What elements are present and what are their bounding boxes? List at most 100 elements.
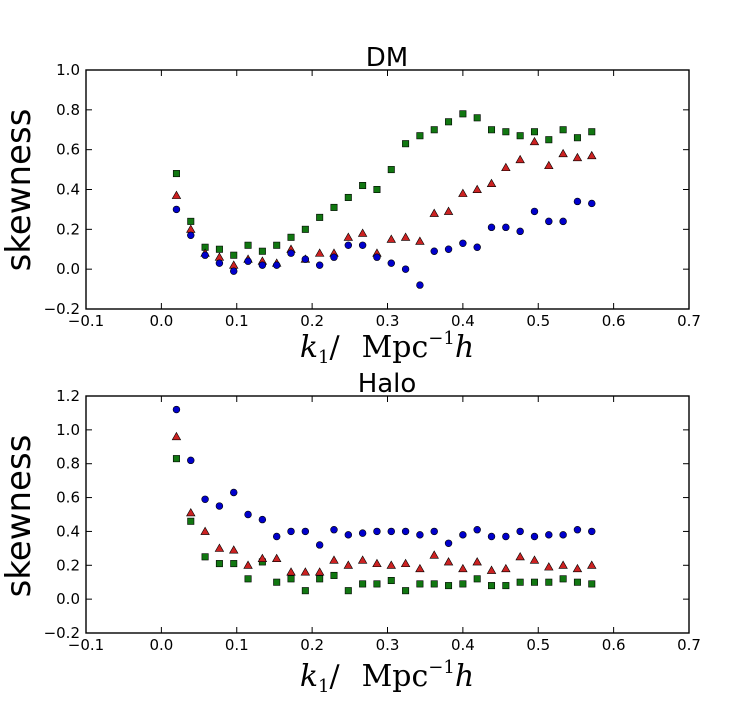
data-point-square — [573, 578, 581, 586]
data-point-triangle — [486, 565, 497, 574]
y-tick-label: 0.8 — [56, 455, 80, 473]
data-point-triangle — [415, 236, 425, 245]
data-point-triangle — [472, 557, 482, 566]
panel-halo-xlabel: k1/ Mpc−1h — [300, 657, 474, 697]
data-point-triangle — [329, 555, 339, 564]
data-point-square — [530, 128, 538, 136]
data-point-triangle — [171, 190, 182, 199]
data-point-triangle — [515, 552, 525, 561]
data-point-square — [473, 114, 481, 122]
panel-halo-title: Halo — [358, 369, 417, 399]
data-point-triangle — [501, 162, 511, 172]
data-point-square — [344, 193, 352, 201]
panel-halo-axes: −0.1 0.0 0.1 0.2 0.3 0.4 0.5 0.6 0.7 −0.2 0.0 0.2 0.… — [44, 387, 701, 654]
data-point-circle — [530, 532, 539, 541]
x-tick-label: −0.1 — [68, 636, 104, 654]
data-point-square — [502, 582, 510, 590]
data-point-square — [230, 560, 238, 568]
data-point-triangle — [572, 563, 583, 573]
data-point-square — [516, 132, 524, 140]
xlabel-exp: −1 — [428, 328, 455, 349]
data-point-circle — [172, 205, 181, 214]
x-tick-label: 0.6 — [602, 636, 626, 654]
data-point-circle — [344, 241, 353, 249]
data-point-circle — [287, 527, 295, 536]
data-point-circle — [301, 527, 310, 536]
data-point-circle — [230, 488, 238, 497]
data-point-triangle — [357, 555, 368, 564]
data-point-circle — [172, 405, 181, 414]
data-point-triangle — [529, 136, 540, 146]
data-point-square — [187, 217, 195, 225]
xlabel-unit: Mpc — [362, 330, 429, 365]
data-point-triangle — [472, 184, 482, 193]
data-point-triangle — [572, 152, 583, 162]
data-point-circle — [215, 259, 224, 267]
data-point-square — [430, 126, 438, 134]
panel-dm-title: DM — [366, 43, 408, 73]
data-point-circle — [387, 527, 395, 536]
data-point-circle — [588, 199, 596, 208]
y-tick-label: 0.0 — [56, 260, 80, 278]
data-point-square — [473, 575, 481, 583]
data-point-triangle — [286, 567, 296, 576]
data-point-circle — [588, 527, 596, 536]
data-point-triangle — [415, 563, 425, 573]
xlabel-var: k — [300, 330, 318, 365]
data-point-square — [530, 578, 538, 586]
data-point-square — [445, 582, 453, 590]
panel-halo-ylabel: skewness — [0, 435, 39, 598]
data-point-square — [273, 241, 281, 249]
data-point-circle — [430, 247, 438, 255]
data-point-circle — [530, 207, 539, 216]
data-point-circle — [344, 531, 353, 539]
xlabel-sep: / — [329, 659, 340, 694]
data-point-triangle — [400, 558, 411, 568]
x-tick-label: 0.4 — [451, 312, 475, 330]
xlabel-exp: −1 — [428, 657, 455, 678]
data-point-circle — [502, 223, 510, 232]
x-tick-label: −0.1 — [68, 312, 104, 330]
panel-halo-marks — [171, 405, 597, 595]
data-point-triangle — [300, 567, 311, 576]
xlabel-var: k — [300, 659, 318, 694]
data-point-circle — [358, 241, 367, 249]
data-point-triangle — [186, 224, 196, 233]
data-point-triangle — [343, 560, 354, 569]
data-point-triangle — [544, 562, 554, 571]
x-tick-label: 0.0 — [149, 312, 173, 330]
y-tick-label: 1.0 — [56, 421, 80, 439]
data-point-circle — [444, 245, 453, 253]
panel-dm-frame — [85, 69, 690, 310]
xlabel-sub: 1 — [318, 347, 329, 368]
data-point-square — [502, 128, 510, 136]
data-point-circle — [416, 281, 424, 289]
data-point-triangle — [214, 543, 225, 552]
data-point-square — [273, 578, 281, 586]
data-point-circle — [244, 257, 252, 265]
data-point-triangle — [486, 178, 497, 187]
data-point-triangle — [229, 260, 239, 269]
data-point-square — [402, 140, 410, 148]
y-tick-label: 0.0 — [56, 590, 80, 608]
data-point-square — [373, 580, 381, 588]
data-point-square — [459, 580, 467, 588]
data-point-triangle — [587, 560, 597, 569]
panel-dm-ylabel: skewness — [0, 109, 39, 272]
data-point-triangle — [271, 553, 282, 562]
data-point-square — [287, 575, 295, 583]
y-tick-label: 0.4 — [56, 522, 80, 540]
data-point-square — [488, 126, 496, 134]
data-point-triangle — [214, 252, 225, 261]
y-tick-label: 0.2 — [56, 556, 80, 574]
x-tick-label: 0.2 — [300, 312, 324, 330]
data-point-square — [215, 245, 223, 253]
y-tick-label: −0.2 — [44, 300, 80, 318]
data-point-square — [545, 136, 553, 144]
data-point-square — [244, 241, 252, 249]
data-point-circle — [401, 527, 410, 536]
data-point-square — [316, 213, 324, 221]
x-tick-label: 0.1 — [225, 636, 249, 654]
data-point-triangle — [386, 234, 396, 243]
data-point-circle — [545, 531, 553, 539]
